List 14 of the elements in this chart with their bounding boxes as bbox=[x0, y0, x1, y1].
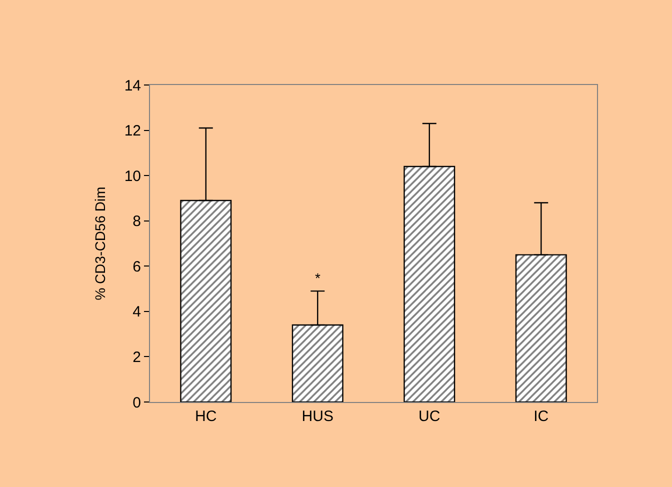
y-tick-label: 2 bbox=[132, 348, 141, 366]
annotation: * bbox=[315, 270, 321, 286]
y-axis-title: % CD3-CD56 Dim bbox=[92, 186, 108, 300]
x-tick-label: UC bbox=[418, 408, 440, 425]
y-tick-label: 6 bbox=[132, 258, 141, 276]
x-tick-label: HC bbox=[195, 408, 217, 425]
x-tick-label: IC bbox=[534, 408, 549, 425]
y-tick-label: 14 bbox=[124, 77, 141, 94]
y-tick-label: 4 bbox=[132, 304, 141, 321]
y-tick-label: 10 bbox=[124, 168, 141, 185]
x-tick-label: HUS bbox=[302, 408, 334, 425]
y-tick-label: 12 bbox=[124, 122, 141, 140]
y-tick-label: 0 bbox=[132, 394, 141, 412]
y-tick-label: 8 bbox=[132, 213, 141, 230]
